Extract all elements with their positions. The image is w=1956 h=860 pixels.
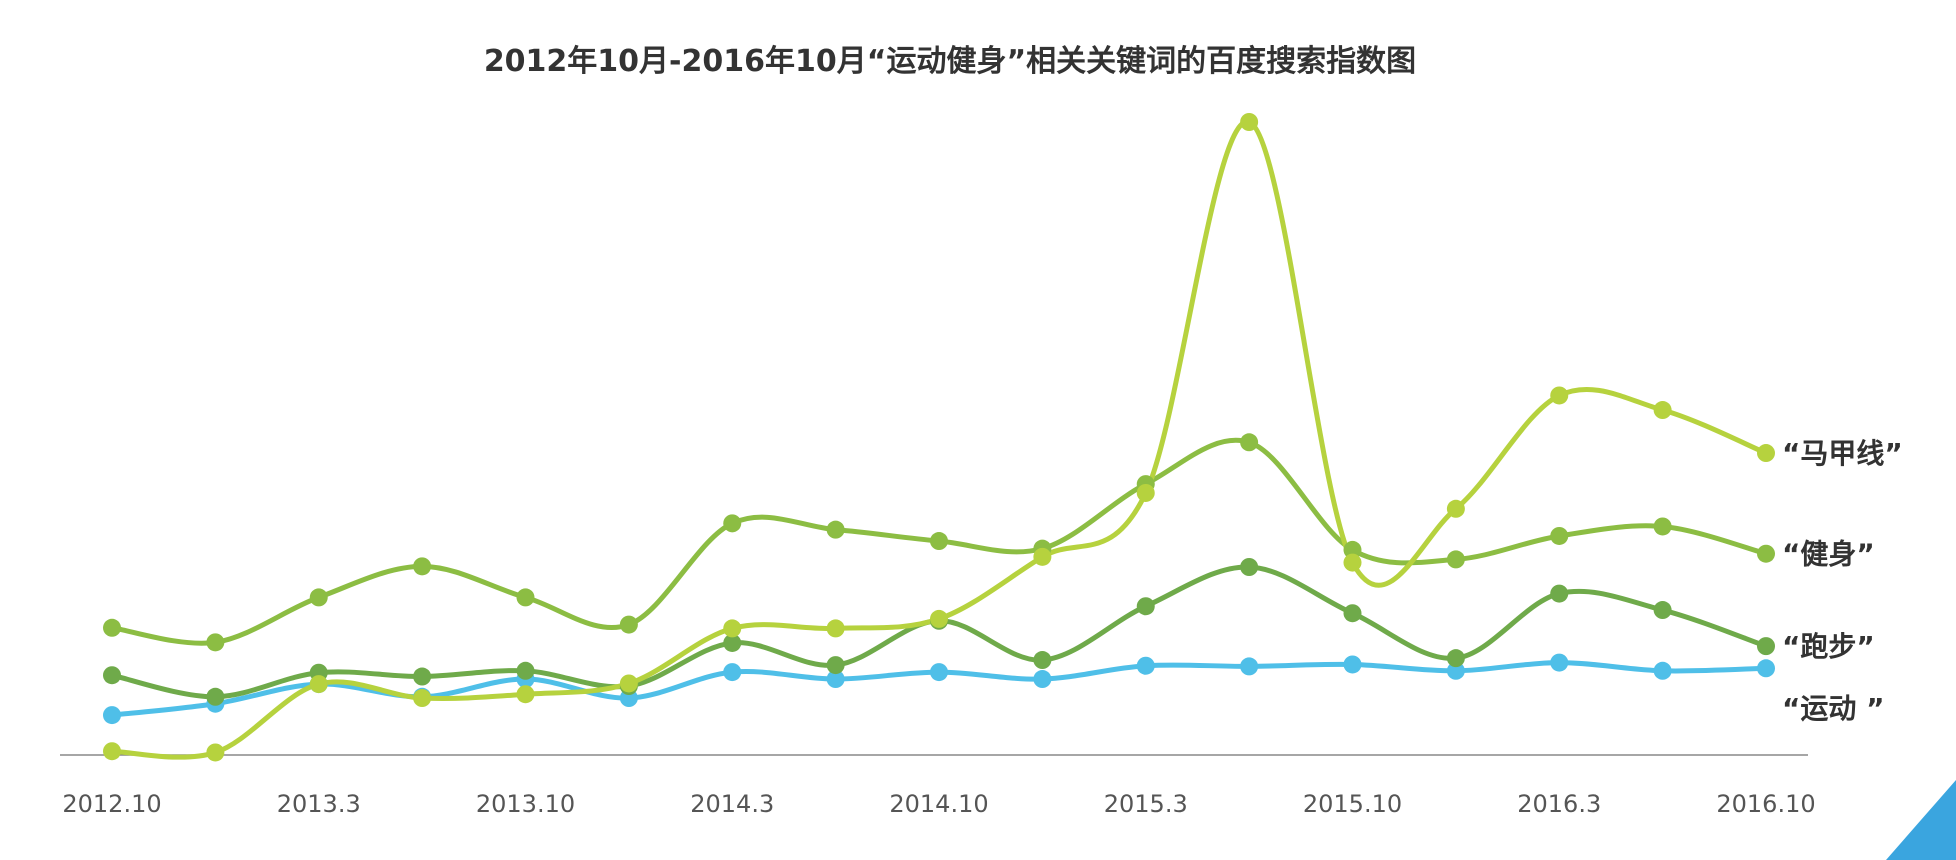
data-point	[1343, 604, 1362, 623]
x-tick-label: 2016.10	[1716, 790, 1815, 818]
data-point	[1550, 653, 1569, 672]
data-point	[723, 633, 742, 652]
series-label: “马甲线”	[1782, 437, 1903, 470]
x-tick-label: 2012.10	[62, 790, 161, 818]
data-point	[1446, 649, 1465, 668]
x-tick-label: 2016.3	[1517, 790, 1601, 818]
data-point	[826, 520, 845, 539]
data-point	[930, 532, 948, 551]
chart-title: 2012年10月-2016年10月“运动健身”相关关键词的百度搜索指数图	[483, 44, 1417, 79]
data-point	[1240, 113, 1259, 131]
data-point	[1240, 557, 1259, 576]
data-point	[516, 685, 535, 704]
data-point	[516, 661, 535, 680]
x-tick-label: 2015.10	[1303, 790, 1402, 818]
data-point	[1343, 540, 1362, 559]
data-point	[309, 675, 328, 694]
series-lines	[109, 119, 1769, 760]
data-point	[1136, 656, 1155, 675]
data-point	[1033, 651, 1052, 670]
data-point	[1446, 550, 1465, 569]
data-point	[930, 609, 948, 628]
series-labels: “马甲线” “健身” “跑步” “运动 ”	[1782, 437, 1903, 725]
data-point	[1240, 657, 1259, 676]
data-point	[723, 514, 742, 533]
data-point	[930, 663, 948, 682]
data-point	[1653, 517, 1672, 536]
data-point	[1757, 637, 1775, 656]
series-line	[109, 119, 1769, 760]
data-point	[103, 666, 121, 685]
data-point	[1757, 544, 1775, 563]
data-point	[1653, 601, 1672, 620]
data-point	[723, 663, 742, 682]
data-point	[413, 557, 432, 576]
data-point	[309, 588, 328, 607]
data-point	[1446, 499, 1465, 518]
data-point	[206, 633, 225, 652]
data-point	[1136, 597, 1155, 616]
series-label: “跑步”	[1782, 630, 1875, 663]
data-point	[1550, 584, 1569, 603]
data-point	[413, 689, 432, 708]
series-label: “健身”	[1782, 538, 1875, 571]
data-point	[1653, 661, 1672, 680]
data-point	[206, 743, 225, 762]
x-tick-label: 2015.3	[1104, 790, 1188, 818]
series-label: “运动 ”	[1782, 692, 1885, 725]
data-point	[103, 618, 121, 637]
data-point	[1757, 659, 1775, 678]
data-point	[1550, 526, 1569, 545]
data-point	[103, 706, 121, 725]
x-tick-label: 2013.10	[476, 790, 575, 818]
data-point	[103, 742, 121, 761]
data-point	[826, 656, 845, 675]
data-point	[619, 615, 638, 634]
x-tick-label: 2014.3	[690, 790, 774, 818]
data-point	[413, 667, 432, 686]
data-point	[1550, 386, 1569, 405]
data-point	[1446, 661, 1465, 680]
data-point	[206, 687, 225, 706]
x-axis: 2012.10 2013.3 2013.10 2014.3 2014.10 2015.3 2…	[60, 754, 1816, 818]
data-point	[1033, 670, 1052, 689]
x-tick-label: 2014.10	[889, 790, 988, 818]
data-point	[1240, 433, 1259, 452]
data-point	[826, 619, 845, 638]
corner-decoration	[1886, 780, 1956, 860]
data-point	[1757, 444, 1775, 463]
data-point	[826, 670, 845, 689]
x-tick-label: 2013.3	[277, 790, 361, 818]
data-point	[619, 674, 638, 693]
data-point	[723, 619, 742, 638]
data-point	[516, 588, 535, 607]
data-point	[1343, 655, 1362, 674]
series-points	[103, 113, 1775, 762]
data-point	[1033, 547, 1052, 566]
data-point	[1343, 553, 1362, 572]
data-point	[1136, 483, 1155, 502]
data-point	[1653, 401, 1672, 420]
